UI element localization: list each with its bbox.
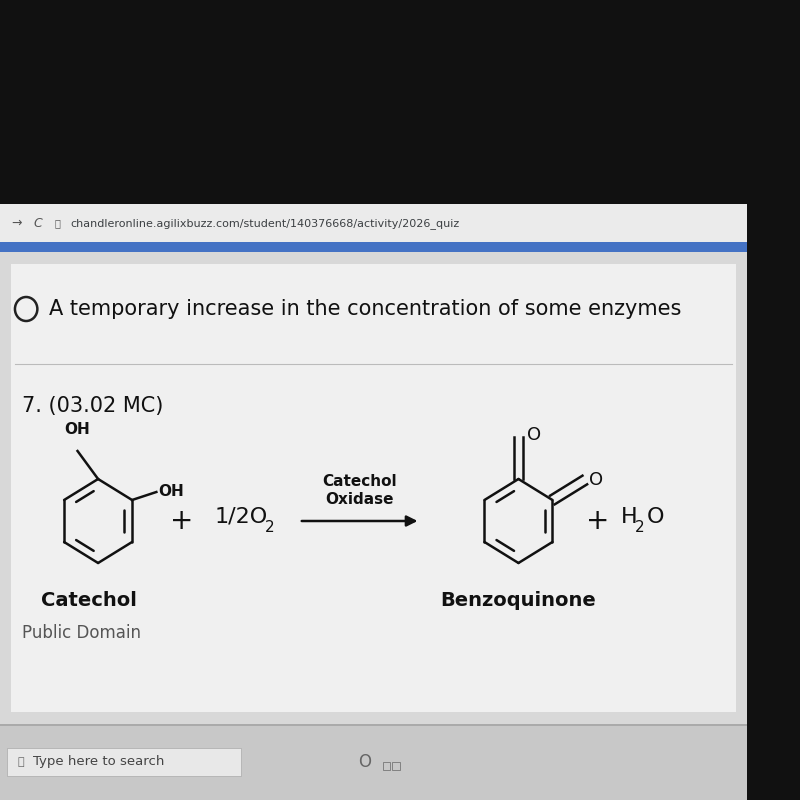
Text: 7. (03.02 MC): 7. (03.02 MC) (22, 396, 164, 416)
Text: 2: 2 (635, 519, 645, 534)
Text: A temporary increase in the concentration of some enzymes: A temporary increase in the concentratio… (49, 299, 681, 319)
Text: +: + (586, 507, 610, 535)
Text: OH: OH (158, 485, 184, 499)
Text: 🔒: 🔒 (55, 218, 61, 228)
Text: 2: 2 (266, 519, 275, 534)
Text: H: H (622, 507, 638, 527)
Bar (383, 762, 390, 770)
Bar (11, 264, 736, 712)
Bar (0, 204, 747, 242)
Text: Public Domain: Public Domain (22, 624, 142, 642)
Bar (0, 724, 747, 800)
Text: 1/2O: 1/2O (215, 507, 268, 527)
Text: Catechol: Catechol (41, 591, 137, 610)
Text: Oxidase: Oxidase (326, 492, 394, 507)
Text: O: O (358, 753, 371, 771)
Text: O: O (590, 471, 603, 489)
Text: 🔍: 🔍 (18, 757, 24, 767)
Text: OH: OH (65, 422, 90, 437)
Text: +: + (170, 507, 194, 535)
Text: chandleronline.agilixbuzz.com/student/140376668/activity/2026_quiz: chandleronline.agilixbuzz.com/student/14… (70, 218, 459, 229)
Bar (0, 242, 747, 252)
Text: O: O (527, 426, 541, 444)
Text: C: C (33, 217, 42, 230)
Text: Benzoquinone: Benzoquinone (441, 591, 596, 610)
Bar (0, 252, 747, 724)
Text: Catechol: Catechol (322, 474, 397, 489)
Bar (7, 748, 241, 776)
Text: O: O (646, 507, 664, 527)
Text: →: → (11, 217, 22, 230)
Bar (392, 762, 400, 770)
Bar (0, 724, 747, 726)
Text: Type here to search: Type here to search (33, 755, 164, 769)
Bar (0, 0, 747, 204)
